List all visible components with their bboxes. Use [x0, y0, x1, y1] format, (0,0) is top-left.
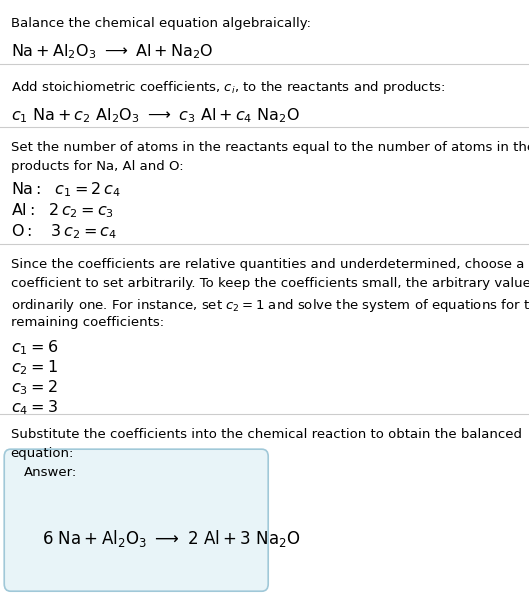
Text: $\mathrm{O:}\ \ \ 3\,c_2 = c_4$: $\mathrm{O:}\ \ \ 3\,c_2 = c_4$: [11, 223, 116, 242]
Text: $c_3 = 2$: $c_3 = 2$: [11, 378, 57, 397]
Text: Add stoichiometric coefficients, $c_i$, to the reactants and products:: Add stoichiometric coefficients, $c_i$, …: [11, 79, 445, 96]
Text: $c_4 = 3$: $c_4 = 3$: [11, 398, 57, 417]
Text: $c_2 = 1$: $c_2 = 1$: [11, 358, 57, 377]
Text: ordinarily one. For instance, set $c_2 = 1$ and solve the system of equations fo: ordinarily one. For instance, set $c_2 =…: [11, 297, 529, 314]
Text: $c_1\ \mathrm{Na} + c_2\ \mathrm{Al_2O_3}\ \longrightarrow\ c_3\ \mathrm{Al} + c: $c_1\ \mathrm{Na} + c_2\ \mathrm{Al_2O_3…: [11, 106, 299, 125]
Text: Answer:: Answer:: [24, 466, 77, 478]
Text: $\mathrm{6\ Na + Al_2O_3\ \longrightarrow\ 2\ Al + 3\ Na_2O}$: $\mathrm{6\ Na + Al_2O_3\ \longrightarro…: [42, 527, 301, 549]
Text: equation:: equation:: [11, 447, 74, 459]
Text: $\mathrm{Na + Al_2O_3 \ \longrightarrow \ Al + Na_2O}$: $\mathrm{Na + Al_2O_3 \ \longrightarrow …: [11, 42, 213, 61]
Text: coefficient to set arbitrarily. To keep the coefficients small, the arbitrary va: coefficient to set arbitrarily. To keep …: [11, 277, 529, 290]
Text: $c_1 = 6$: $c_1 = 6$: [11, 338, 58, 357]
Text: Since the coefficients are relative quantities and underdetermined, choose a: Since the coefficients are relative quan…: [11, 258, 524, 271]
Text: Set the number of atoms in the reactants equal to the number of atoms in the: Set the number of atoms in the reactants…: [11, 141, 529, 154]
Text: $\mathrm{Na:}\ \ c_1 = 2\,c_4$: $\mathrm{Na:}\ \ c_1 = 2\,c_4$: [11, 180, 121, 199]
Text: products for Na, Al and O:: products for Na, Al and O:: [11, 160, 183, 172]
Text: Substitute the coefficients into the chemical reaction to obtain the balanced: Substitute the coefficients into the che…: [11, 428, 522, 441]
Text: Balance the chemical equation algebraically:: Balance the chemical equation algebraica…: [11, 17, 311, 30]
Text: $\mathrm{Al:}\ \ 2\,c_2 = c_3$: $\mathrm{Al:}\ \ 2\,c_2 = c_3$: [11, 202, 114, 220]
FancyBboxPatch shape: [4, 449, 268, 591]
Text: remaining coefficients:: remaining coefficients:: [11, 316, 163, 329]
